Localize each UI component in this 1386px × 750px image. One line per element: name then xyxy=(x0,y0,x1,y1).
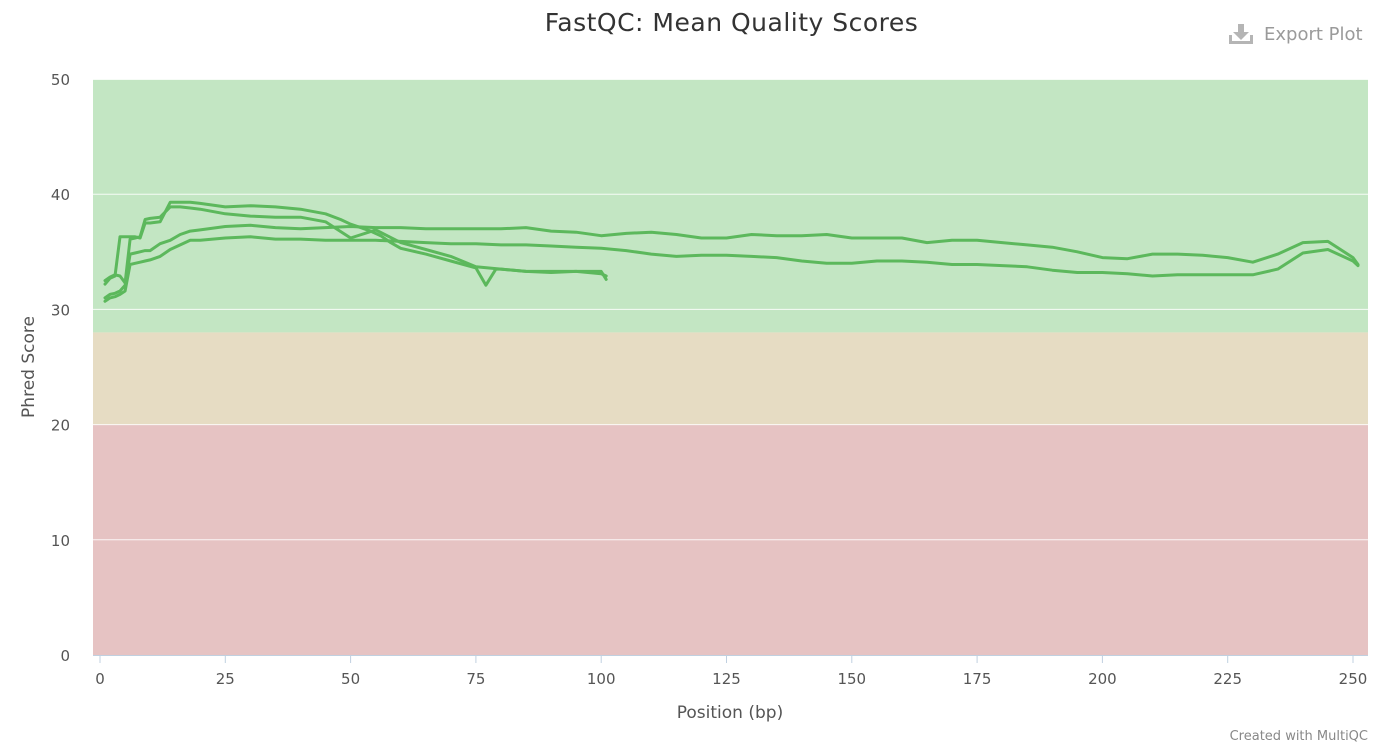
y-tick-label: 30 xyxy=(51,301,70,319)
x-tick-label: 100 xyxy=(587,670,616,688)
x-tick-label: 175 xyxy=(963,670,992,688)
x-tick-label: 125 xyxy=(712,670,741,688)
y-tick-label: 10 xyxy=(51,532,70,550)
y-tick-label: 20 xyxy=(51,417,70,435)
x-tick-label: 150 xyxy=(837,670,866,688)
x-axis-title: Position (bp) xyxy=(677,703,783,723)
series-line-3 xyxy=(103,223,1360,300)
series-line-2 xyxy=(103,200,608,287)
x-tick-label: 200 xyxy=(1088,670,1117,688)
x-tick-label: 50 xyxy=(341,670,360,688)
x-tick-label: 0 xyxy=(95,670,105,688)
export-plot-button[interactable]: Export Plot xyxy=(1228,20,1363,48)
x-tick-label: 25 xyxy=(216,670,235,688)
x-tick-label: 225 xyxy=(1213,670,1242,688)
y-tick-label: 0 xyxy=(60,647,70,665)
y-tick-label: 40 xyxy=(51,186,70,204)
multiqc-credit: Created with MultiQC xyxy=(1229,729,1368,744)
y-tick-label: 50 xyxy=(51,71,70,89)
x-tick-label: 75 xyxy=(466,670,485,688)
download-icon xyxy=(1228,23,1254,45)
band-warn xyxy=(93,332,1368,425)
export-plot-label: Export Plot xyxy=(1264,23,1363,45)
band-pass xyxy=(93,79,1368,333)
series-line-4 xyxy=(103,235,1360,303)
y-axis-title: Phred Score xyxy=(19,316,39,418)
chart-title: FastQC: Mean Quality Scores xyxy=(544,8,919,37)
x-tick-label: 250 xyxy=(1339,670,1368,688)
